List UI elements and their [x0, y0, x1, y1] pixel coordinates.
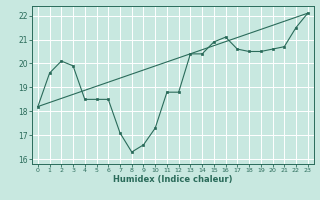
- X-axis label: Humidex (Indice chaleur): Humidex (Indice chaleur): [113, 175, 233, 184]
